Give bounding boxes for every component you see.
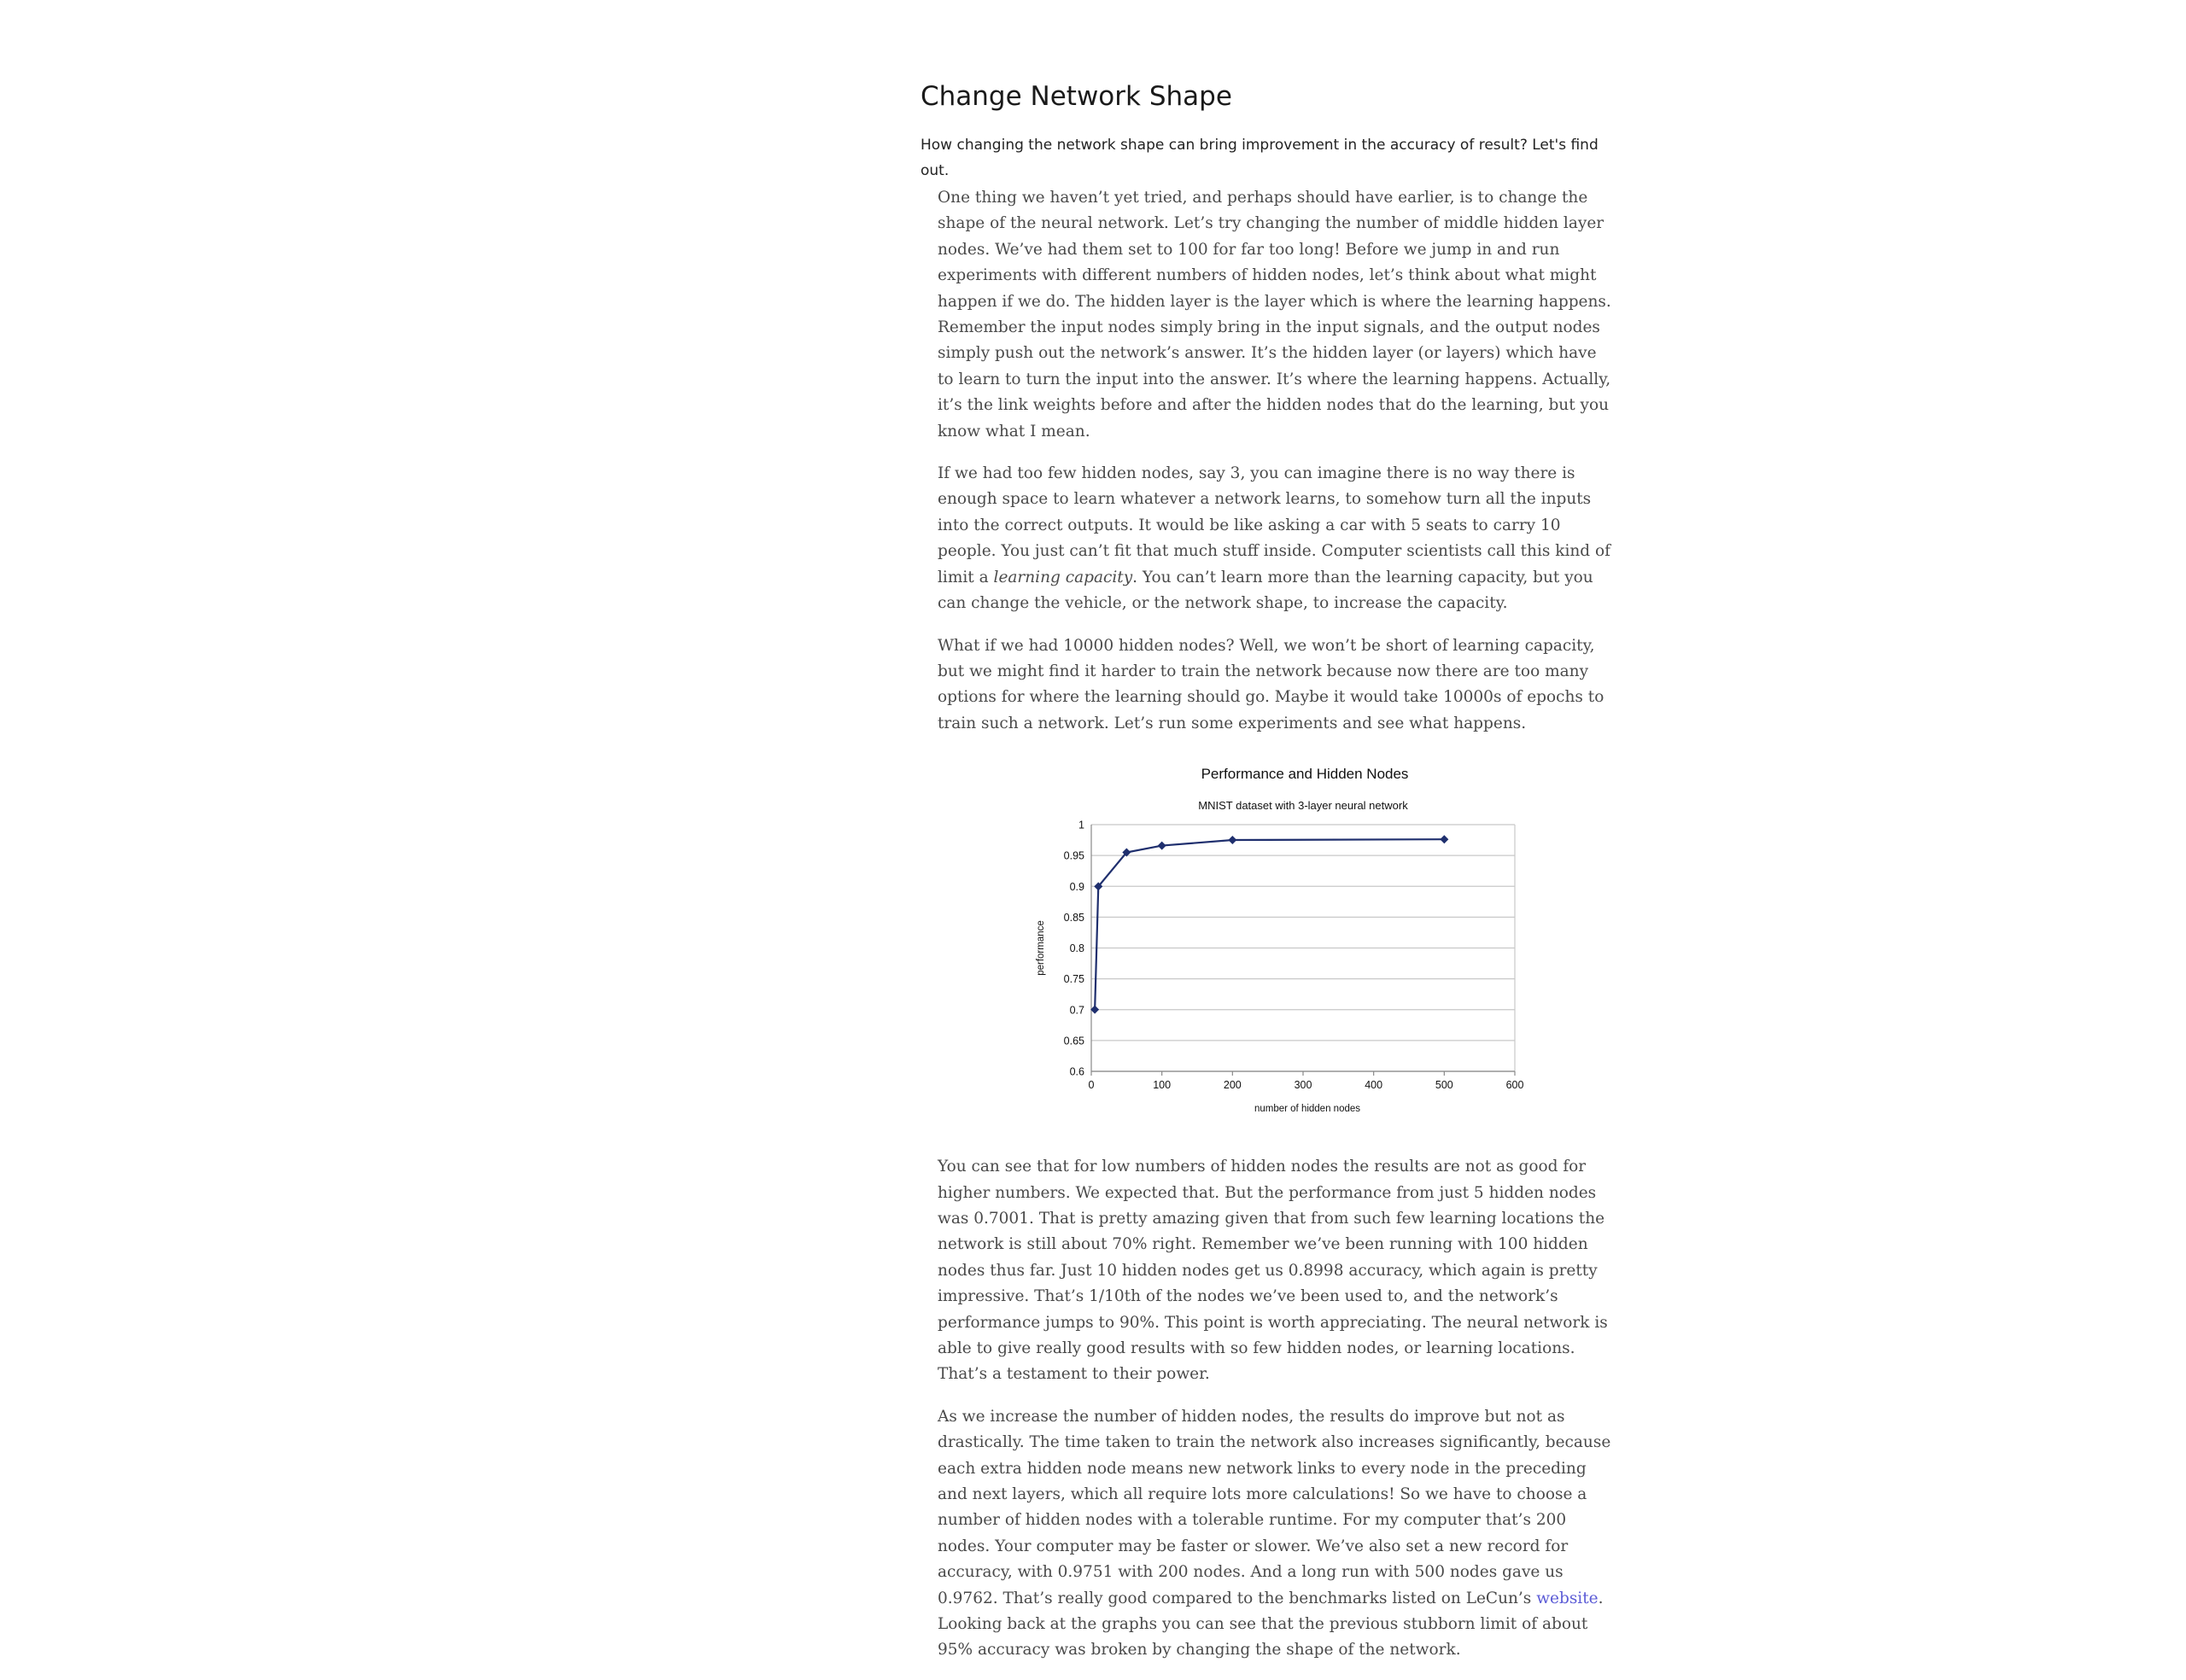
data-point-marker (1094, 882, 1103, 891)
paragraph-4: You can see that for low numbers of hidd… (938, 1154, 1612, 1388)
page-subtitle: How changing the network shape can bring… (921, 137, 1599, 179)
chart-figure: Performance and Hidden Nodes MNIST datase… (938, 753, 1612, 1154)
paragraph-5: As we increase the number of hidden node… (938, 1404, 1612, 1664)
performance-chart: Performance and Hidden Nodes MNIST datase… (1036, 766, 1524, 1114)
x-axis-label: number of hidden nodes (1254, 1104, 1360, 1114)
paragraph-5-text-a: As we increase the number of hidden node… (938, 1407, 1611, 1607)
data-point-marker (1122, 848, 1131, 857)
data-point-marker (1157, 841, 1166, 850)
chart-title: Performance and Hidden Nodes (1201, 766, 1409, 782)
paragraph-2: If we had too few hidden nodes, say 3, y… (938, 461, 1612, 616)
paragraph-3: What if we had 10000 hidden nodes? Well,… (938, 636, 1604, 732)
data-point-marker (1090, 1005, 1100, 1014)
data-point-marker (1228, 836, 1237, 845)
x-tick-label: 0 (1089, 1079, 1095, 1091)
article-body: One thing we haven’t yet tried, and perh… (938, 185, 1612, 1664)
y-tick-label: 0.7 (1070, 1004, 1084, 1016)
x-tick-label: 100 (1153, 1079, 1171, 1091)
y-tick-label: 1 (1078, 820, 1084, 831)
paragraph-2-text-b: . You can’t learn more than the learning… (938, 568, 1593, 613)
x-tick-label: 300 (1295, 1079, 1312, 1091)
y-tick-label: 0.85 (1064, 912, 1084, 924)
y-tick-label: 0.65 (1064, 1035, 1084, 1047)
x-tick-label: 200 (1224, 1079, 1242, 1091)
y-tick-label: 0.9 (1070, 881, 1084, 893)
y-tick-label: 0.6 (1070, 1066, 1084, 1078)
y-axis-label: performance (1036, 920, 1046, 976)
lecun-website-link[interactable]: website (1536, 1589, 1599, 1607)
page: Change Network Shape How changing the ne… (921, 75, 1611, 1680)
x-tick-label: 600 (1506, 1079, 1524, 1091)
paragraph-5-text-b: . Looking back at the graphs you can see… (938, 1589, 1604, 1660)
paragraph-4-text-b: of the nodes we’ve been used to, and the… (938, 1287, 1608, 1384)
y-tick-label: 0.8 (1070, 942, 1084, 954)
paragraph-2-text-a: If we had too few hidden nodes, say 3, y… (938, 464, 1611, 586)
paragraph-4-text-a: You can see that for low numbers of hidd… (938, 1158, 1605, 1306)
paragraph-1: One thing we haven’t yet tried, and perh… (938, 189, 1611, 440)
y-tick-label: 0.75 (1064, 973, 1084, 985)
page-title: Change Network Shape (921, 81, 1232, 112)
x-tick-label: 500 (1435, 1079, 1453, 1091)
x-tick-label: 400 (1365, 1079, 1382, 1091)
series-line (1094, 838, 1445, 1010)
learning-capacity-term: learning capacity (993, 568, 1133, 586)
chart-subtitle: MNIST dataset with 3-layer neural networ… (1198, 799, 1408, 812)
fraction-math: 1/10th (1089, 1287, 1142, 1306)
y-tick-label: 0.95 (1064, 850, 1084, 862)
data-point-marker (1440, 835, 1449, 844)
